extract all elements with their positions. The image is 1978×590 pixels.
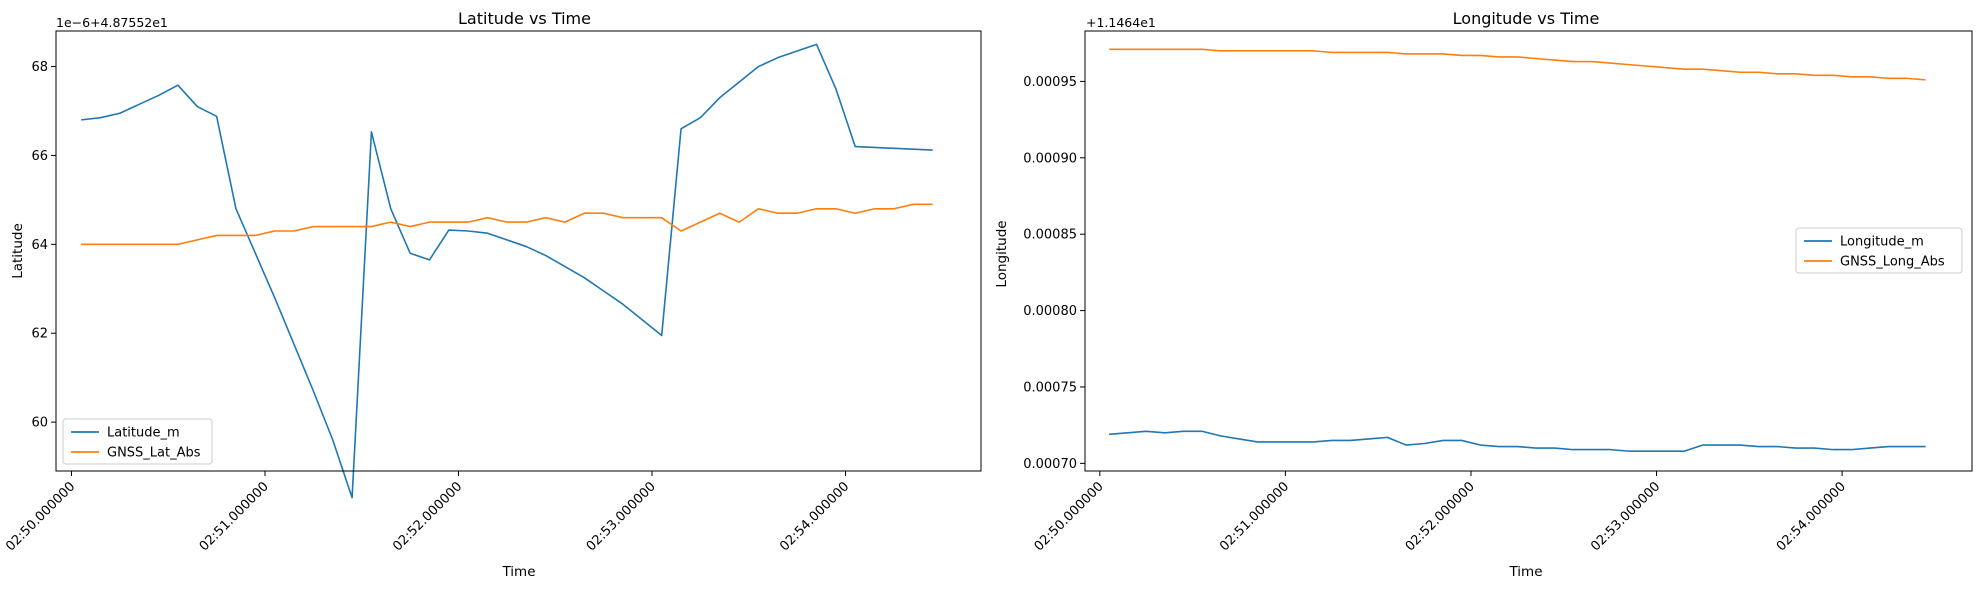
y-tick-label: 0.00070 (1023, 457, 1077, 472)
y-tick-label: 0.00085 (1023, 228, 1077, 243)
series-line-gnss-lat-abs (81, 203, 933, 246)
chart-title: Longitude vs Time (1453, 9, 1600, 28)
x-tick-label: 02:54.000000 (777, 479, 852, 554)
longitude-chart: Longitude vs Time +1.1464e1 Time Longitu… (994, 9, 1973, 580)
y-tick-label: 68 (31, 60, 48, 75)
x-tick-label: 02:51.000000 (197, 479, 272, 554)
legend-label: GNSS_Long_Abs (1840, 255, 1945, 270)
tick-layer: 02:50.000000 02:51.000000 02:52.000000 02:5… (1023, 75, 1849, 554)
x-axis-label: Time (1508, 564, 1542, 580)
legend: Latitude_m GNSS_Lat_Abs (62, 418, 213, 465)
x-tick-label: 02:50.000000 (1032, 479, 1107, 554)
legend-box (62, 418, 213, 465)
y-tick-label: 0.00075 (1023, 380, 1077, 395)
y-axis-label: Longitude (994, 220, 1010, 287)
x-tick-label: 02:54.000000 (1774, 479, 1849, 554)
x-tick-label: 02:51.000000 (1217, 479, 1292, 554)
y-axis-label: Latitude (10, 223, 26, 279)
y-tick-label: 62 (31, 327, 48, 342)
legend-label: GNSS_Lat_Abs (107, 446, 201, 461)
series-layer (81, 43, 933, 499)
legend-box (1795, 227, 1963, 274)
y-tick-label: 0.00080 (1023, 304, 1077, 319)
tick-layer: 02:50.000000 02:51.000000 02:52.000000 02:5… (3, 60, 852, 554)
series-line-latitude-m (81, 43, 933, 499)
x-tick-label: 02:53.000000 (1588, 479, 1663, 554)
plot-frame (55, 30, 982, 472)
latitude-chart: Latitude vs Time 1e−6+4.87552e1 Time Lat… (3, 9, 982, 580)
y-tick-label: 0.00090 (1023, 151, 1077, 166)
y-offset-text: 1e−6+4.87552e1 (56, 15, 168, 30)
legend-label: Longitude_m (1840, 235, 1924, 250)
y-tick-label: 66 (31, 149, 48, 164)
y-tick-label: 64 (31, 238, 48, 253)
legend-label: Latitude_m (107, 426, 180, 441)
x-tick-label: 02:52.000000 (1403, 479, 1478, 554)
x-tick-label: 02:53.000000 (584, 479, 659, 554)
x-axis-label: Time (501, 564, 535, 580)
y-tick-label: 60 (31, 416, 48, 431)
x-tick-label: 02:52.000000 (390, 479, 465, 554)
series-line-gnss-long-abs (1109, 48, 1926, 81)
y-offset-text: +1.1464e1 (1086, 15, 1156, 30)
y-tick-label: 0.00095 (1023, 75, 1077, 90)
series-line-longitude-m (1109, 430, 1926, 452)
x-tick-label: 02:50.000000 (3, 479, 78, 554)
series-layer (1109, 48, 1926, 452)
chart-title: Latitude vs Time (458, 9, 591, 28)
legend: Longitude_m GNSS_Long_Abs (1795, 227, 1963, 274)
plot-frame (1084, 30, 1973, 472)
